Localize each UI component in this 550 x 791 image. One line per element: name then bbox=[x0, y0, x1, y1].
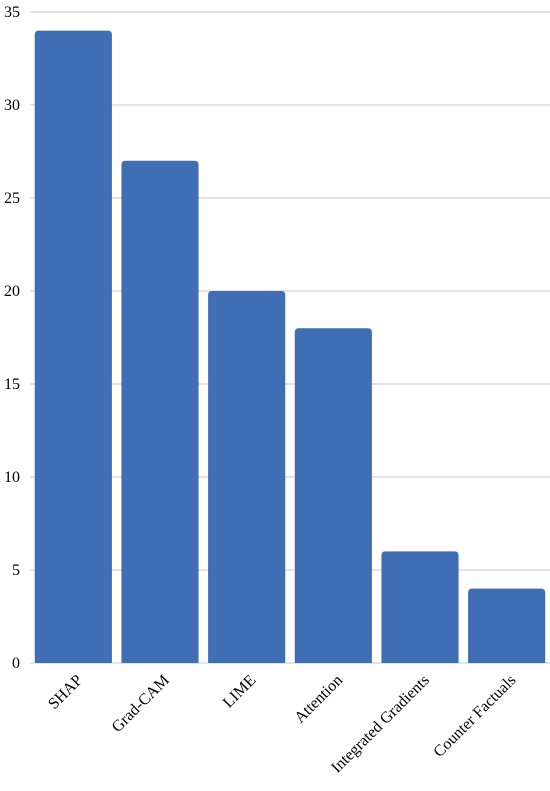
bar bbox=[294, 328, 372, 663]
y-tick-label: 0 bbox=[12, 655, 20, 672]
x-tick-label: Grad-CAM bbox=[109, 672, 173, 736]
y-tick-label: 5 bbox=[12, 562, 20, 579]
y-tick-label: 35 bbox=[4, 4, 20, 21]
y-tick-label: 20 bbox=[4, 283, 20, 300]
bar bbox=[468, 588, 546, 663]
x-tick-label: Counter Factuals bbox=[430, 672, 519, 761]
x-tick-label: LIME bbox=[220, 672, 260, 712]
bar bbox=[381, 551, 459, 663]
y-tick-label: 15 bbox=[4, 376, 20, 393]
bar bbox=[208, 291, 286, 663]
bar bbox=[34, 30, 112, 664]
x-tick-label: Attention bbox=[291, 672, 346, 727]
x-tick-label: SHAP bbox=[45, 672, 86, 713]
y-tick-label: 10 bbox=[4, 469, 20, 486]
x-tick-label: Integrated Gradients bbox=[328, 672, 433, 777]
y-tick-label: 25 bbox=[4, 190, 20, 207]
bar bbox=[121, 160, 199, 664]
y-tick-label: 30 bbox=[4, 97, 20, 114]
